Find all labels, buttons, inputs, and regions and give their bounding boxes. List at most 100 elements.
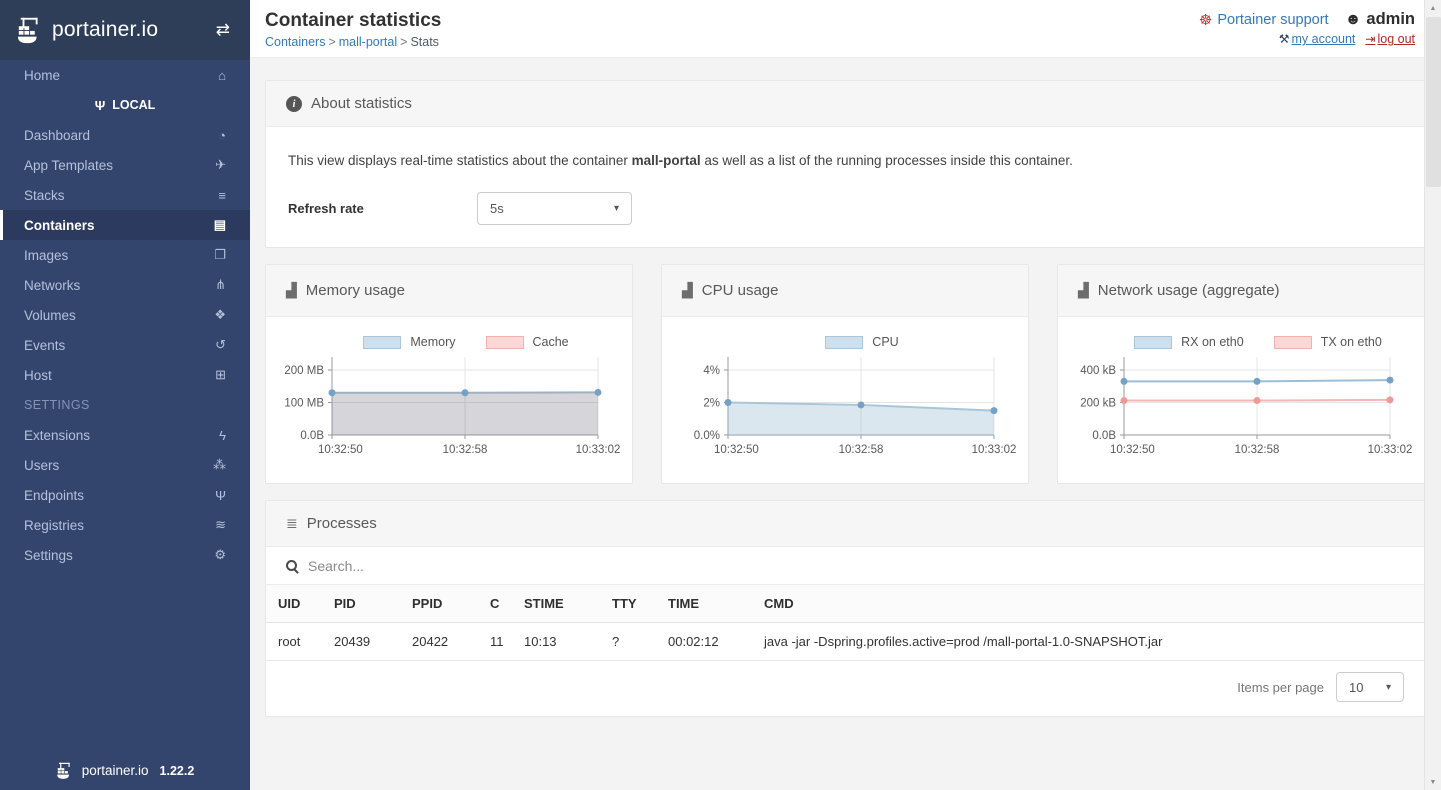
stacks-icon: ≡ [218, 187, 226, 203]
column-header-cmd[interactable]: CMD [752, 585, 1424, 623]
network-usage-title: Network usage (aggregate) [1097, 282, 1280, 299]
gears-icon: ⚙ [214, 547, 226, 562]
scroll-down-arrow-icon[interactable]: ▼ [1429, 778, 1437, 786]
sitemap-icon: ⋔ [215, 277, 226, 292]
sidebar-item-endpoints[interactable]: Endpoints Ψ [0, 480, 250, 510]
processes-title: Processes [306, 515, 377, 532]
legend-swatch [485, 335, 524, 349]
svg-text:10:32:50: 10:32:50 [714, 444, 759, 456]
breadcrumb-separator: > [328, 35, 336, 49]
refresh-rate-value: 5s [490, 201, 504, 216]
container-name: mall-portal [631, 153, 701, 168]
svg-text:200 MB: 200 MB [284, 365, 324, 377]
svg-text:0.0B: 0.0B [300, 430, 324, 442]
images-icon: ❐ [214, 247, 226, 262]
about-statistics-body: This view displays real-time statistics … [266, 127, 1424, 247]
sidebar-item-extensions[interactable]: Extensions ϟ [0, 420, 250, 450]
home-icon: ⌂ [218, 67, 226, 83]
sidebar-item-settings[interactable]: Settings ⚙ [0, 540, 250, 570]
svg-text:2%: 2% [703, 398, 720, 410]
page-content: i About statistics This view displays re… [250, 58, 1441, 790]
sidebar-item-dashboard[interactable]: Dashboard ◔ [0, 120, 250, 150]
svg-text:0.0%: 0.0% [694, 430, 720, 442]
about-statistics-title: About statistics [311, 95, 412, 112]
sidebar-item-containers[interactable]: Containers ▤ [0, 210, 250, 240]
header-user-area: ☸ Portainer support ☻ admin ⚒ my account ⇥ l… [1199, 10, 1415, 57]
svg-text:10:32:58: 10:32:58 [443, 444, 488, 456]
column-header-pid[interactable]: PID [322, 585, 400, 623]
svg-text:10:32:58: 10:32:58 [1235, 444, 1280, 456]
legend-label: RX on eth0 [1181, 335, 1244, 349]
footer-version: 1.22.2 [159, 763, 195, 778]
scroll-up-arrow-icon[interactable]: ▲ [1429, 4, 1437, 12]
search-input[interactable] [308, 557, 1404, 574]
sidebar-item-networks[interactable]: Networks ⋔ [0, 270, 250, 300]
scrollbar-thumb[interactable] [1426, 17, 1441, 187]
my-account-link[interactable]: ⚒ my account [1279, 32, 1356, 46]
column-header-ppid[interactable]: PPID [400, 585, 478, 623]
items-per-page-select[interactable]: 10 ▾ [1336, 672, 1404, 702]
memory-usage-title: Memory usage [305, 282, 405, 299]
processes-header: ≣ Processes [266, 501, 1424, 547]
sidebar-item-users[interactable]: Users ⁂ [0, 450, 250, 480]
sidebar-item-images[interactable]: Images ❐ [0, 240, 250, 270]
sidebar-item-host[interactable]: Host ⊞ [0, 360, 250, 390]
cpu-usage-title: CPU usage [701, 282, 779, 299]
cubes-icon: ❖ [214, 307, 226, 322]
sidebar-item-home[interactable]: Home ⌂ [0, 60, 250, 90]
vertical-scrollbar[interactable]: ▲ ▼ [1424, 0, 1441, 790]
sidebar-item-volumes[interactable]: Volumes ❖ [0, 300, 250, 330]
cpu-usage-chart: 0.0% 2% 4% 10:32:50 10:32:58 10:33:02 [694, 357, 1016, 456]
table-row: root 20439 20422 11 10:13? 00:02:12 java -jar … [266, 622, 1424, 661]
cpu-usage-header: ▟ CPU usage [662, 265, 1028, 317]
main-area: Container statistics Containers > mall-por… [250, 0, 1441, 790]
table-cell: 11 [478, 622, 512, 661]
portainer-logo-icon [17, 17, 38, 44]
column-header-c[interactable]: C [478, 585, 512, 623]
page-header: Container statistics Containers > mall-por… [250, 0, 1441, 58]
footer-brand-name: portainer.io [81, 763, 149, 778]
sidebar-item-stacks[interactable]: Stacks ≡ [0, 180, 250, 210]
refresh-rate-select[interactable]: 5s ▾ [477, 192, 632, 225]
bolt-icon: ϟ [219, 427, 226, 443]
my-account-label: my account [1291, 32, 1356, 46]
legend-swatch [363, 335, 402, 349]
memory-usage-panel: ▟ Memory usage Memory Cache 0.0B 100 MB 200… [265, 264, 633, 484]
about-statistics-header: i About statistics [266, 81, 1424, 127]
table-cell: 20422 [400, 622, 478, 661]
legend-item: TX on eth0 [1273, 335, 1382, 349]
sidebar-collapse-icon[interactable]: ⇄ [215, 20, 230, 39]
chart-legend: CPU [696, 335, 1028, 349]
column-header-stime[interactable]: STIME [512, 585, 600, 623]
sidebar-item-label: Images [24, 247, 69, 263]
wrench-icon: ⚒ [1278, 32, 1290, 46]
brand-name: portainer.io [52, 18, 159, 41]
endpoint-label: LOCAL [112, 98, 156, 112]
sidebar-item-app-templates[interactable]: App Templates ✈ [0, 150, 250, 180]
about-statistics-text: This view displays real-time statistics … [288, 153, 1073, 168]
info-icon: i [286, 95, 302, 112]
column-header-uid[interactable]: UID [266, 585, 322, 623]
column-header-tty[interactable]: TTY [600, 585, 656, 623]
breadcrumb-containers-link[interactable]: Containers [265, 35, 326, 49]
breadcrumb-container-link[interactable]: mall-portal [338, 35, 398, 49]
portainer-support-link[interactable]: ☸ Portainer support [1199, 11, 1329, 29]
memory-chart-body: Memory Cache 0.0B 100 MB 200 MB 10:32:50 10:3… [266, 317, 632, 463]
sidebar-item-label: Networks [24, 277, 81, 293]
sidebar-item-label: Host [24, 367, 52, 383]
network-chart-body: RX on eth0 TX on eth0 0.0B 200 kB 400 kB 10:… [1058, 317, 1424, 463]
svg-text:10:33:02: 10:33:02 [972, 444, 1017, 456]
sidebar-item-label: Registries [24, 517, 85, 533]
svg-text:100 MB: 100 MB [284, 398, 324, 410]
table-header-row: UID PID PPID C STIME TTY TIME CMD [266, 585, 1424, 623]
sidebar-item-label: App Templates [24, 157, 114, 173]
grid-icon: ⊞ [215, 367, 226, 382]
sidebar-brand: portainer.io ⇄ [0, 0, 250, 60]
svg-text:200 kB: 200 kB [1080, 398, 1116, 410]
column-header-time[interactable]: TIME [656, 585, 752, 623]
log-out-link[interactable]: ⇥ log out [1365, 32, 1415, 46]
sidebar-item-events[interactable]: Events ↺ [0, 330, 250, 360]
sidebar-item-registries[interactable]: Registries ≋ [0, 510, 250, 540]
database-icon: ≋ [215, 517, 226, 532]
